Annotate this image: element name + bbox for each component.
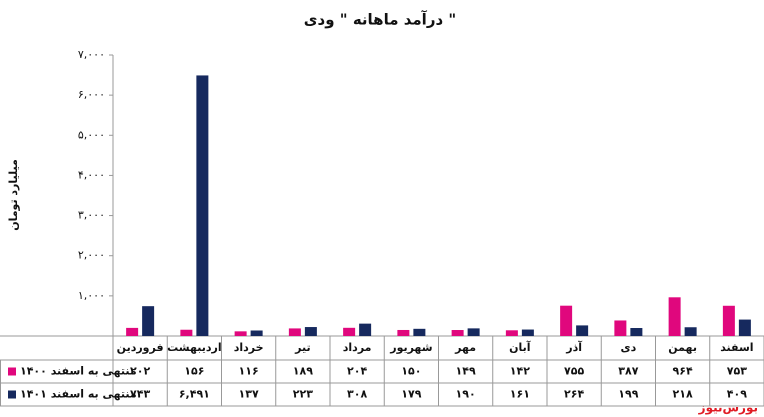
watermark: بورس‌نیوز: [698, 401, 758, 416]
bar: [180, 329, 193, 336]
value-label: ۷۴۳: [130, 388, 150, 401]
value-label: ۲۰۲: [130, 365, 150, 378]
x-tick-label: اسفند: [720, 341, 753, 354]
bar: [560, 305, 573, 336]
value-label: ۲۲۳: [293, 388, 313, 401]
bar: [288, 328, 301, 336]
bar: [343, 327, 356, 336]
value-label: ۱۱۶: [239, 365, 259, 378]
value-label: ۱۴۲: [510, 365, 530, 378]
value-label: ۱۹۹: [618, 388, 638, 401]
bar: [359, 323, 372, 336]
bar: [630, 328, 643, 336]
bar: [684, 327, 697, 336]
x-tick-label: مهر: [454, 341, 476, 354]
value-label: ۹۶۴: [673, 365, 693, 378]
bar: [668, 297, 681, 336]
bar: [413, 328, 426, 336]
value-label: ۲۱۸: [673, 388, 693, 401]
bar: [234, 331, 247, 336]
value-label: ۳۸۷: [618, 365, 638, 378]
legend-swatch: [8, 367, 16, 376]
bar: [451, 330, 464, 336]
value-label: ۴۰۹: [727, 388, 747, 401]
bar: [738, 319, 751, 336]
y-tick-label: ۷,۰۰۰: [78, 48, 105, 61]
value-label: ۶,۴۹۱: [179, 388, 210, 401]
value-label: ۱۵۶: [184, 365, 204, 378]
value-label: ۷۵۳: [727, 365, 747, 378]
y-tick-label: ۵,۰۰۰: [78, 128, 105, 141]
bar: [304, 327, 317, 336]
bar: [126, 327, 139, 336]
value-label: ۱۸۹: [293, 365, 313, 378]
value-label: ۱۷۹: [401, 388, 421, 401]
bar: [142, 306, 155, 336]
x-tick-label: آذر: [565, 340, 582, 354]
legend-swatch: [8, 390, 16, 399]
x-tick-label: دی: [621, 341, 637, 354]
y-tick-label: ۴,۰۰۰: [78, 168, 105, 181]
y-tick-label: ۳,۰۰۰: [78, 209, 105, 222]
x-tick-label: آبان: [509, 340, 531, 354]
bar: [467, 328, 480, 336]
value-label: ۳۰۸: [347, 388, 367, 401]
value-label: ۱۴۹: [456, 365, 476, 378]
value-label: ۷۵۵: [564, 365, 584, 378]
bar: [196, 75, 209, 337]
y-axis-title: میلیارد تومان: [7, 159, 20, 231]
x-tick-label: بهمن: [668, 341, 697, 354]
x-tick-label: اردیبهشت: [167, 341, 221, 354]
bar: [576, 325, 589, 336]
bar: [250, 330, 263, 336]
value-label: ۱۹۰: [456, 388, 476, 401]
value-label: ۱۵۰: [401, 365, 421, 378]
x-tick-label: شهریور: [389, 341, 432, 354]
chart-title: درآمد ماهانه " ودی ": [304, 11, 456, 29]
bar: [614, 320, 627, 336]
y-tick-label: ۶,۰۰۰: [78, 88, 105, 101]
x-tick-label: فروردین: [117, 341, 164, 354]
y-tick-label: ۱,۰۰۰: [78, 289, 105, 302]
bar: [521, 329, 534, 336]
bar: [505, 330, 518, 336]
value-label: ۲۶۴: [564, 388, 584, 401]
value-label: ۱۶۱: [510, 388, 530, 401]
value-label: ۲۰۴: [347, 365, 367, 378]
bar: [397, 329, 410, 336]
bar: [722, 305, 735, 336]
legend-label: منتهی به اسفند ۱۴۰۰: [20, 365, 137, 378]
value-label: ۱۳۷: [239, 388, 259, 401]
x-tick-label: تیر: [294, 341, 310, 354]
x-tick-label: خرداد: [234, 341, 264, 354]
legend-label: منتهی به اسفند ۱۴۰۱: [20, 388, 137, 401]
y-tick-label: ۲,۰۰۰: [78, 249, 105, 262]
x-tick-label: مرداد: [343, 341, 372, 354]
